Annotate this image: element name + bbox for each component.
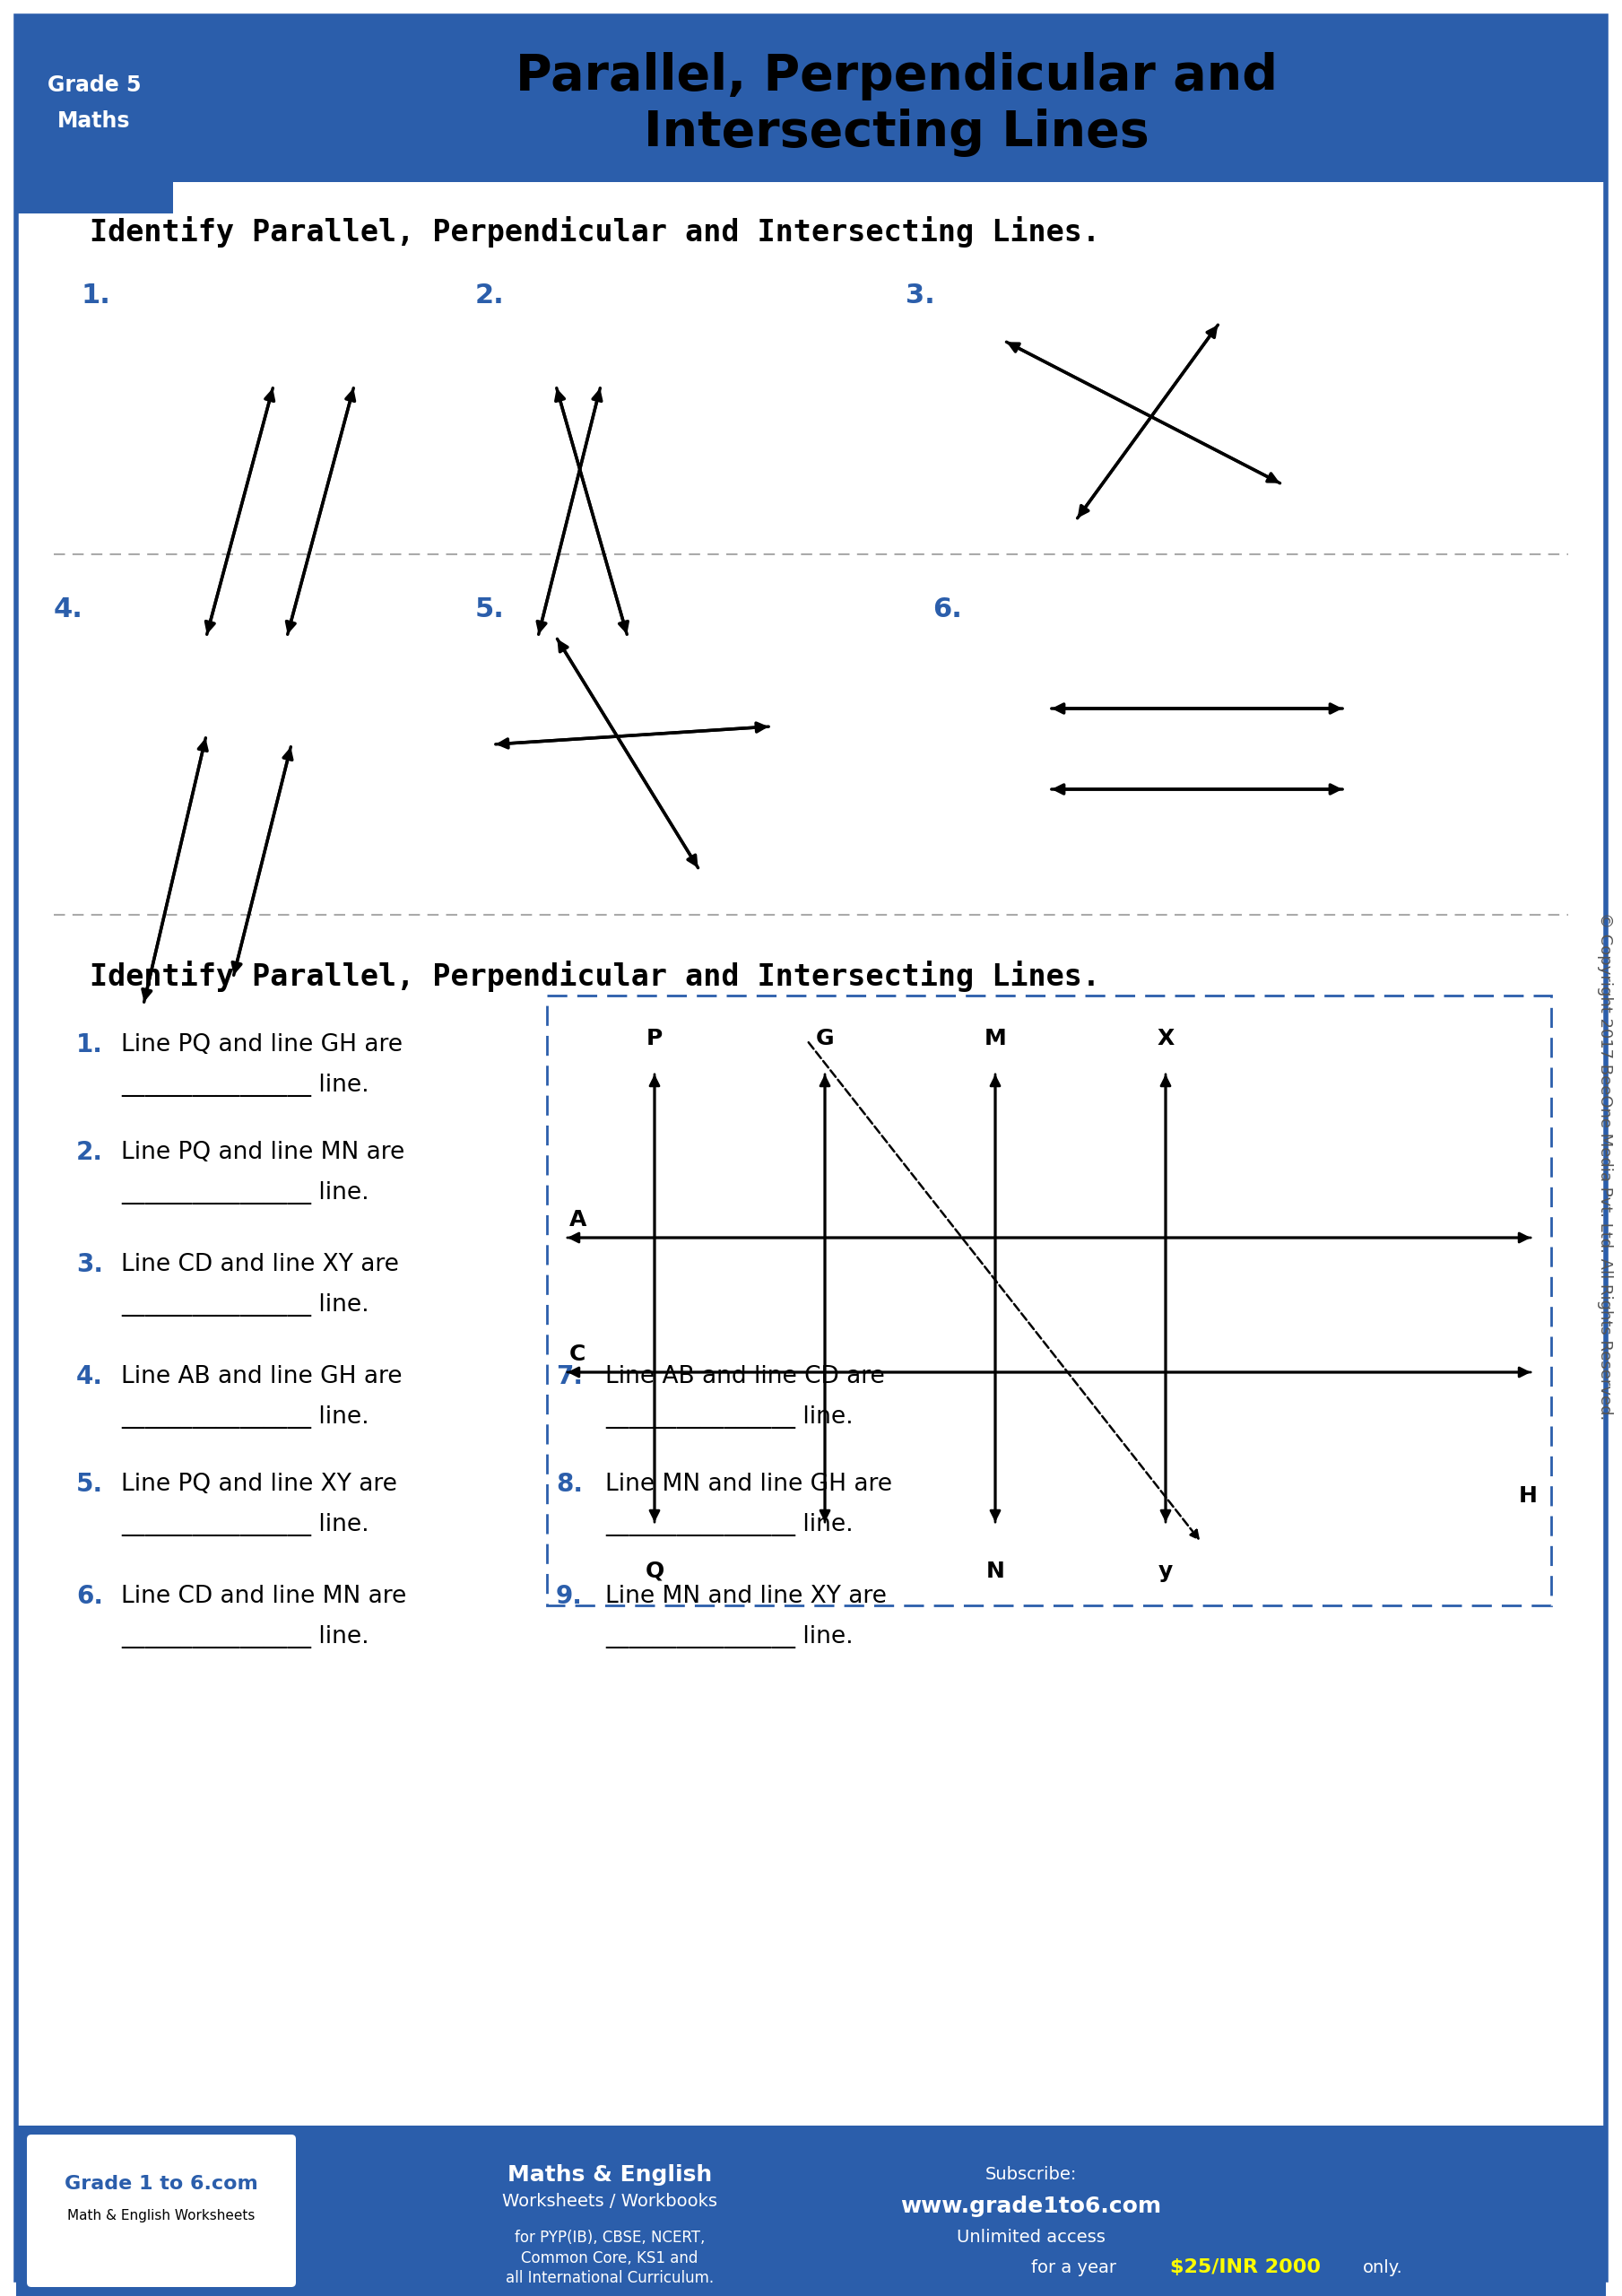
Text: Q: Q	[646, 1561, 663, 1582]
Bar	[16, 2126, 1606, 2296]
Text: ________________ line.: ________________ line.	[122, 1075, 370, 1097]
Text: Maths: Maths	[58, 110, 131, 131]
Text: 7.: 7.	[556, 1364, 582, 1389]
FancyBboxPatch shape	[28, 2135, 295, 2287]
Text: Line PQ and line XY are: Line PQ and line XY are	[122, 1472, 397, 1497]
Text: 6.: 6.	[76, 1584, 104, 1609]
Text: only.: only.	[1362, 2259, 1403, 2275]
Text: ________________ line.: ________________ line.	[122, 1293, 370, 1316]
Text: Line AB and line GH are: Line AB and line GH are	[122, 1366, 402, 1389]
Text: 2.: 2.	[76, 1139, 104, 1164]
Text: H: H	[1518, 1486, 1538, 1506]
Text: 1.: 1.	[76, 1033, 104, 1058]
Bar	[547, 996, 1551, 1605]
Text: Line CD and line MN are: Line CD and line MN are	[122, 1584, 407, 1607]
Text: Identify Parallel, Perpendicular and Intersecting Lines.: Identify Parallel, Perpendicular and Int…	[89, 216, 1100, 248]
Text: y: y	[1158, 1561, 1173, 1582]
Text: all International Curriculum.: all International Curriculum.	[506, 2271, 714, 2287]
Text: N: N	[986, 1561, 1004, 1582]
Text: Line MN and line XY are: Line MN and line XY are	[605, 1584, 887, 1607]
Text: Line MN and line GH are: Line MN and line GH are	[605, 1472, 892, 1497]
Text: 5.: 5.	[76, 1472, 104, 1497]
Text: © Copyright 2017 BeeOne Media Pvt. Ltd. All Rights Reserved.: © Copyright 2017 BeeOne Media Pvt. Ltd. …	[1598, 912, 1612, 1419]
Text: Parallel, Perpendicular and: Parallel, Perpendicular and	[516, 53, 1278, 101]
FancyBboxPatch shape	[16, 16, 1606, 2280]
Text: X: X	[1156, 1029, 1174, 1049]
Text: 3.: 3.	[905, 282, 934, 310]
Text: Line PQ and line GH are: Line PQ and line GH are	[122, 1033, 402, 1056]
Text: Line AB and line CD are: Line AB and line CD are	[605, 1366, 884, 1389]
Text: Unlimited access: Unlimited access	[957, 2229, 1106, 2245]
Text: ________________ line.: ________________ line.	[605, 1513, 853, 1536]
Text: A: A	[569, 1210, 587, 1231]
Text: Maths & English: Maths & English	[508, 2165, 712, 2186]
Text: 1.: 1.	[81, 282, 110, 310]
Text: www.grade1to6.com: www.grade1to6.com	[900, 2195, 1161, 2218]
Text: P: P	[646, 1029, 663, 1049]
FancyBboxPatch shape	[16, 16, 174, 214]
Text: Subscribe:: Subscribe:	[985, 2167, 1077, 2183]
Text: for PYP(IB), CBSE, NCERT,: for PYP(IB), CBSE, NCERT,	[514, 2229, 706, 2245]
Text: 2.: 2.	[475, 282, 504, 310]
Text: ________________ line.: ________________ line.	[122, 1626, 370, 1649]
Text: Line PQ and line MN are: Line PQ and line MN are	[122, 1141, 404, 1164]
Text: G: G	[816, 1029, 834, 1049]
Text: ________________ line.: ________________ line.	[605, 1626, 853, 1649]
Text: Identify Parallel, Perpendicular and Intersecting Lines.: Identify Parallel, Perpendicular and Int…	[89, 960, 1100, 992]
Text: ________________ line.: ________________ line.	[122, 1513, 370, 1536]
Text: ________________ line.: ________________ line.	[122, 1405, 370, 1428]
Text: ________________ line.: ________________ line.	[605, 1405, 853, 1428]
Text: 6.: 6.	[933, 597, 962, 622]
Text: 8.: 8.	[556, 1472, 582, 1497]
Text: Common Core, KS1 and: Common Core, KS1 and	[521, 2250, 697, 2266]
Text: for a year: for a year	[1032, 2259, 1122, 2275]
Text: 5.: 5.	[475, 597, 504, 622]
Text: 9.: 9.	[556, 1584, 582, 1609]
Text: $25/INR 2000: $25/INR 2000	[1169, 2259, 1320, 2275]
Text: 3.: 3.	[76, 1251, 104, 1277]
Text: ________________ line.: ________________ line.	[122, 1180, 370, 1205]
Text: Grade 5: Grade 5	[47, 73, 141, 96]
Text: 4.: 4.	[54, 597, 83, 622]
Text: Math & English Worksheets: Math & English Worksheets	[68, 2209, 255, 2223]
FancyBboxPatch shape	[16, 16, 1606, 181]
Text: Intersecting Lines: Intersecting Lines	[644, 108, 1150, 156]
Text: C: C	[569, 1343, 586, 1366]
Text: Worksheets / Workbooks: Worksheets / Workbooks	[503, 2193, 717, 2211]
Text: Line CD and line XY are: Line CD and line XY are	[122, 1254, 399, 1277]
Text: 4.: 4.	[76, 1364, 104, 1389]
Text: Grade 1 to 6.com: Grade 1 to 6.com	[65, 2174, 258, 2193]
Text: M: M	[985, 1029, 1006, 1049]
